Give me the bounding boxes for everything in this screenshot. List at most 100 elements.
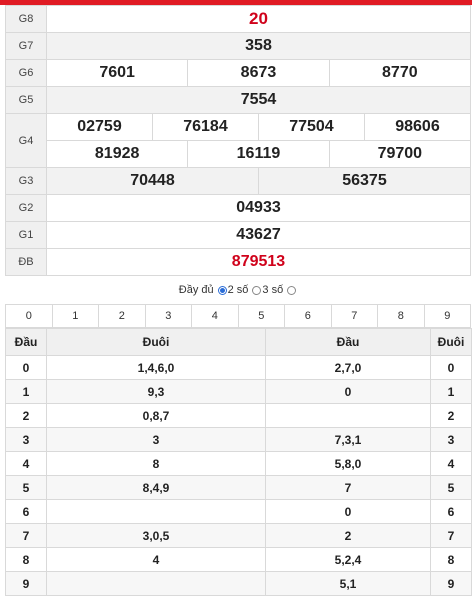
prize-number: 20	[46, 5, 471, 33]
loto-row: 4 8 5,8,0 4	[5, 451, 472, 476]
prize-label: G5	[5, 86, 47, 114]
row-heads: 7,3,1	[265, 427, 431, 452]
results-table: G8 20 G7 358 G6 7601 8673 8770 G5 7554 G…	[5, 5, 472, 276]
mode-full-label: Đầy đủ	[178, 284, 214, 296]
prize-label: G2	[5, 194, 47, 222]
row-tail-digit: 0	[430, 355, 472, 380]
row-head-digit: 6	[5, 499, 47, 524]
digit-button[interactable]: 2	[98, 304, 146, 328]
digit-button[interactable]: 5	[237, 304, 285, 328]
row-heads: 2	[265, 523, 431, 548]
prize-row-g5: G5 7554	[5, 86, 471, 114]
prize-number: 7601	[45, 59, 189, 87]
row-tail-digit: 9	[430, 571, 472, 596]
digit-button[interactable]: 7	[330, 304, 378, 328]
row-tail-digit: 8	[430, 547, 472, 572]
row-head-digit: 2	[5, 403, 47, 428]
row-tail-digit: 3	[430, 427, 472, 452]
prize-row-db: ĐB 879513	[5, 248, 471, 276]
prize-row-g8: G8 20	[5, 5, 471, 33]
row-tails	[46, 571, 266, 596]
prize-label: G8	[5, 5, 47, 33]
header-duoi: Đuôi	[46, 328, 266, 356]
digit-filter-row: 0 1 2 3 4 5 6 7 8 9	[5, 304, 471, 328]
prize-row-g7: G7 358	[5, 32, 471, 60]
prize-number: 02759	[46, 113, 153, 141]
digit-button[interactable]: 4	[191, 304, 239, 328]
mode-two-label: 2 số	[227, 284, 249, 296]
row-tail-digit: 6	[430, 499, 472, 524]
radio-extra[interactable]	[287, 285, 297, 295]
loto-row: 8 4 5,2,4 8	[5, 547, 472, 572]
digit-button[interactable]: 8	[377, 304, 425, 328]
prize-number: 8770	[328, 59, 472, 87]
prize-row-g4: G4 02759 76184 77504 98606	[5, 113, 472, 168]
row-tail-digit: 4	[430, 451, 472, 476]
prize-number: 79700	[328, 140, 472, 168]
row-tail-digit: 2	[430, 403, 472, 428]
loto-row: 5 8,4,9 7 5	[5, 475, 472, 500]
digit-button[interactable]: 1	[51, 304, 99, 328]
row-heads: 7	[265, 475, 431, 500]
prize-number: 76184	[151, 113, 259, 141]
row-heads	[265, 403, 431, 428]
loto-row: 1 9,3 0 1	[5, 379, 472, 404]
row-tail-digit: 7	[430, 523, 472, 548]
loto-row: 7 3,0,5 2 7	[5, 523, 472, 548]
prize-number: 358	[46, 32, 471, 60]
row-heads: 0	[265, 499, 431, 524]
row-head-digit: 8	[5, 547, 47, 572]
top-accent-bar	[0, 0, 472, 5]
row-tails: 1,4,6,0	[46, 355, 266, 380]
prize-row-g3: G3 70448 56375	[5, 167, 472, 195]
prize-number: 56375	[257, 167, 472, 195]
row-head-digit: 7	[5, 523, 47, 548]
radio-three-digits[interactable]	[252, 285, 262, 295]
row-tails: 4	[46, 547, 266, 572]
digit-button[interactable]: 9	[423, 304, 471, 328]
prize-number: 8673	[187, 59, 330, 87]
digit-button[interactable]: 3	[144, 304, 192, 328]
row-heads: 5,2,4	[265, 547, 431, 572]
row-head-digit: 3	[5, 427, 47, 452]
prize-label: G3	[5, 167, 47, 195]
header-dau: Đầu	[5, 328, 47, 356]
prize-label: G1	[5, 221, 47, 249]
loto-header-row: Đầu Đuôi Đầu Đuôi	[5, 328, 472, 356]
row-tails: 9,3	[46, 379, 266, 404]
prize-row-g4-second: 81928 16119 79700	[6, 140, 472, 168]
header-dau-2: Đầu	[265, 328, 431, 356]
loto-head-tail-table: Đầu Đuôi Đầu Đuôi 0 1,4,6,0 2,7,0 0 1 9,3 0 1 2 0…	[5, 328, 472, 596]
mode-three-label: 3 số	[262, 284, 284, 296]
prize-row-g6: G6 7601 8673 8770	[5, 59, 472, 87]
row-tails: 8	[46, 451, 266, 476]
row-heads: 5,1	[265, 571, 431, 596]
prize-number: 16119	[187, 140, 330, 168]
prize-row-g2: G2 04933	[5, 194, 471, 222]
loto-row: 9 5,1 9	[5, 571, 472, 596]
row-head-digit: 1	[5, 379, 47, 404]
row-tail-digit: 5	[430, 475, 472, 500]
row-tails	[46, 499, 266, 524]
loto-row: 3 3 7,3,1 3	[5, 427, 472, 452]
display-mode-options: Đầy đủ 2 số 3 số	[5, 276, 471, 304]
prize-number: 77504	[257, 113, 365, 141]
loto-row: 2 0,8,7 2	[5, 403, 472, 428]
prize-number: 70448	[46, 167, 259, 195]
row-head-digit: 9	[5, 571, 47, 596]
prize-label: G4	[5, 113, 47, 168]
row-heads: 2,7,0	[265, 355, 431, 380]
row-tails: 3,0,5	[46, 523, 266, 548]
row-tail-digit: 1	[430, 379, 472, 404]
radio-two-digits[interactable]	[217, 285, 227, 295]
special-prize-number: 879513	[46, 248, 471, 276]
row-head-digit: 0	[5, 355, 47, 380]
digit-button[interactable]: 6	[284, 304, 332, 328]
digit-button[interactable]: 0	[5, 304, 53, 328]
row-heads: 0	[265, 379, 431, 404]
row-tails: 8,4,9	[46, 475, 266, 500]
prize-number: 43627	[46, 221, 471, 249]
row-tails: 0,8,7	[46, 403, 266, 428]
prize-number: 04933	[46, 194, 471, 222]
